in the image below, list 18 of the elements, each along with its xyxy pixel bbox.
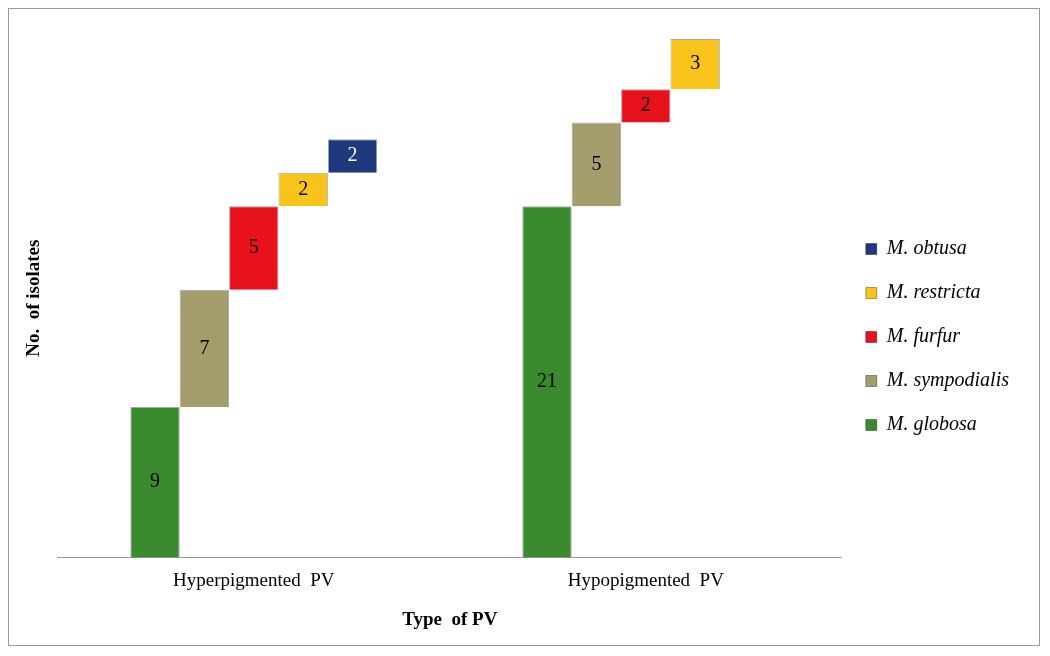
data-label: 2	[347, 143, 358, 166]
data-label: 9	[150, 469, 161, 492]
legend-label: M. sympodialis	[885, 368, 1010, 392]
legend-label: M. furfur	[885, 324, 961, 348]
data-label: 3	[690, 51, 701, 74]
data-label: 5	[591, 151, 602, 174]
data-label: 5	[248, 235, 259, 258]
data-label: 21	[537, 369, 558, 392]
legend-label: M. globosa	[885, 412, 977, 436]
data-label: 7	[199, 335, 210, 358]
x-tick-label: Hypopigmented PV	[567, 568, 725, 590]
legend-label: M. restricta	[885, 280, 981, 303]
data-label: 2	[640, 93, 651, 116]
x-tick-label: Hyperpigmented PV	[173, 568, 335, 590]
y-axis-title: No. of isolates	[22, 239, 44, 357]
data-label: 2	[298, 176, 309, 199]
legend-label: M. obtusa	[885, 236, 967, 259]
x-axis-title: Type of PV	[402, 607, 498, 629]
